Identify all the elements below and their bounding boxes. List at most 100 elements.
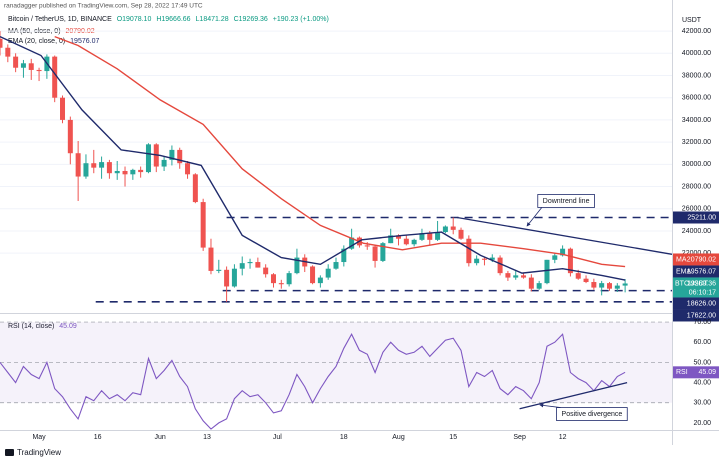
candle-body xyxy=(75,153,81,177)
candle-body xyxy=(28,63,34,70)
candle-body xyxy=(310,266,316,284)
level-label: 18626.00 xyxy=(687,300,716,307)
badge-value: 19576.07 xyxy=(687,268,716,275)
y-tick-label: 24000.00 xyxy=(682,228,711,235)
candle-body xyxy=(270,274,276,284)
candle-body xyxy=(231,268,237,287)
rsi-legend-value: 45.09 xyxy=(59,323,77,330)
candle-body xyxy=(575,273,581,279)
y-tick-label: 28000.00 xyxy=(682,183,711,190)
candle-body xyxy=(458,229,464,239)
candle-body xyxy=(83,163,89,177)
candle-body xyxy=(263,267,269,275)
candle-body xyxy=(325,268,331,278)
rsi-legend: RSI (14, close) 45.09 xyxy=(8,323,77,330)
candle-body xyxy=(489,257,495,260)
rsi-line xyxy=(0,333,626,430)
candle-body xyxy=(419,233,425,240)
candle-body xyxy=(583,278,589,283)
candle-body xyxy=(106,162,112,174)
title: Bitcoin / TetherUS, 1D, BINANCE xyxy=(8,16,112,23)
candle-body xyxy=(247,262,253,264)
candle-body xyxy=(474,258,480,264)
candle-body xyxy=(317,277,323,284)
annotation-box xyxy=(537,194,595,208)
annotation-arrow xyxy=(539,403,561,408)
open-label: O19078.10 xyxy=(117,16,152,23)
badge-name: RSI xyxy=(676,369,688,376)
y-tick-label: 36000.00 xyxy=(682,95,711,102)
badge-value: 20790.02 xyxy=(687,256,716,263)
candle-body xyxy=(177,149,183,164)
candle-body xyxy=(278,283,284,285)
candle-body xyxy=(192,174,198,203)
logo: TradingView xyxy=(5,448,61,457)
candle-body xyxy=(435,232,441,240)
y-tick-label: 40000.00 xyxy=(682,50,711,57)
y-tick-label: 30000.00 xyxy=(682,161,711,168)
price-badge xyxy=(673,253,719,266)
x-tick-label: 16 xyxy=(94,434,102,441)
candle-body xyxy=(552,255,558,260)
x-tick-label: Aug xyxy=(392,434,405,441)
candle-body xyxy=(388,235,394,244)
candle-body xyxy=(403,238,409,245)
candle-body xyxy=(138,169,144,173)
last-name: BTCUSDT xyxy=(675,280,709,287)
indicator-line xyxy=(54,35,626,268)
candle-body xyxy=(349,237,355,249)
candle-body xyxy=(294,257,300,274)
y-tick-label: 60.00 xyxy=(693,339,711,346)
price-badge xyxy=(673,297,719,310)
close-label: C19269.36 xyxy=(234,16,268,23)
candle-body xyxy=(341,248,347,263)
last-value: 19269.36 xyxy=(687,280,716,287)
candle-body xyxy=(60,97,66,120)
candle-body xyxy=(521,275,527,278)
y-tick-label: 34000.00 xyxy=(682,117,711,124)
price-badge xyxy=(673,277,719,298)
candle-body xyxy=(450,226,456,230)
price-badge xyxy=(673,265,719,278)
candle-body xyxy=(442,226,448,233)
change-label: +190.23 (+1.00%) xyxy=(273,16,329,23)
y-tick-label: 20.00 xyxy=(693,420,711,427)
candle-body xyxy=(286,273,292,285)
annotation-text: Positive divergence xyxy=(562,411,623,418)
rsi-title: RSI (14, close) xyxy=(8,323,54,330)
publisher: ranadagger published on TradingView.com,… xyxy=(4,3,203,10)
candle-body xyxy=(505,273,511,278)
indicator-line xyxy=(0,35,626,281)
legend-name: EMA (20, close, 0) xyxy=(8,38,65,45)
trend-line xyxy=(456,216,673,255)
candle-body xyxy=(606,283,612,289)
y-tick-label: 40.00 xyxy=(693,379,711,386)
candle-body xyxy=(200,202,206,248)
candle-body xyxy=(599,283,605,288)
candle-body xyxy=(513,275,519,278)
y-tick-label: 30.00 xyxy=(693,400,711,407)
badge-name: MA xyxy=(676,256,687,263)
legend-ema: EMA (20, close, 0) 19576.07 xyxy=(8,38,99,45)
chart-title: Bitcoin / TetherUS, 1D, BINANCE O19078.1… xyxy=(8,16,329,23)
legend-value: 19576.07 xyxy=(70,38,99,45)
candle-body xyxy=(466,238,472,264)
candle-body xyxy=(99,162,105,168)
candle-body xyxy=(145,144,151,173)
price-badge xyxy=(673,211,719,224)
candle-body xyxy=(161,159,167,167)
candle-body xyxy=(52,56,58,98)
candle-body xyxy=(528,277,534,289)
candle-body xyxy=(20,63,26,68)
candle-body xyxy=(5,47,11,57)
candle-body xyxy=(114,170,120,174)
level-label: 25211.00 xyxy=(687,214,716,221)
x-tick-label: 13 xyxy=(203,434,211,441)
candle-body xyxy=(239,263,245,269)
logo-icon xyxy=(5,449,14,456)
candle-body xyxy=(122,170,128,175)
candle-body xyxy=(333,262,339,269)
y-tick-label: 32000.00 xyxy=(682,139,711,146)
